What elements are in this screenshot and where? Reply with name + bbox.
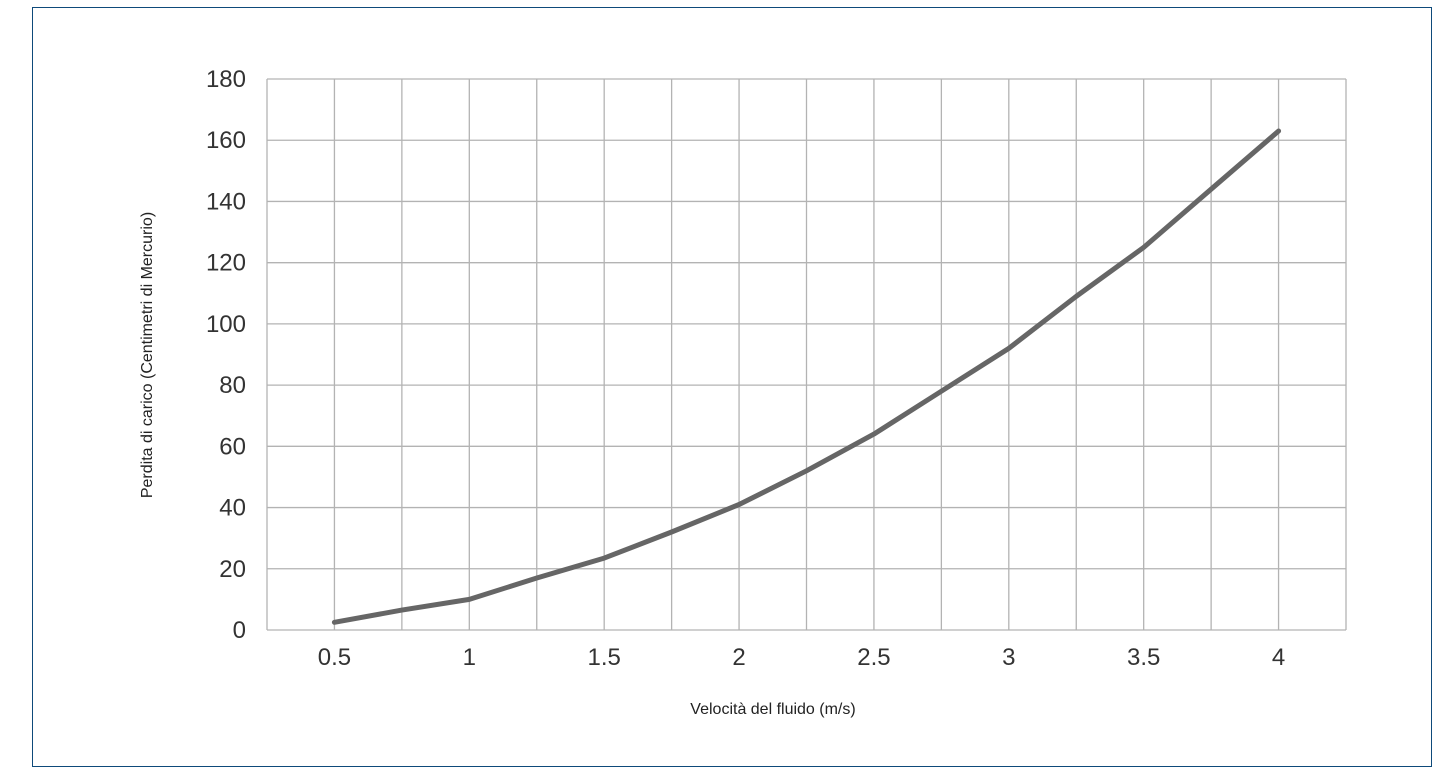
x-tick-label: 3.5 xyxy=(1127,644,1160,671)
y-tick-label: 180 xyxy=(206,66,246,93)
y-axis-ticks: 0 20 40 60 80 100 120 140 160 180 xyxy=(206,66,246,644)
grid-lines xyxy=(266,78,1347,631)
y-tick-label: 80 xyxy=(219,372,246,399)
y-tick-label: 60 xyxy=(219,433,246,460)
y-tick-label: 0 xyxy=(233,617,246,644)
y-tick-label: 40 xyxy=(219,495,246,522)
x-axis-label: Velocità del fluido (m/s) xyxy=(690,701,855,718)
y-tick-label: 20 xyxy=(219,556,246,583)
x-tick-label: 2 xyxy=(732,644,745,671)
x-tick-label: 1 xyxy=(463,644,476,671)
x-tick-label: 3 xyxy=(1002,644,1015,671)
line-chart: 0 20 40 60 80 100 120 140 160 180 0.5 1 1.5 2 2.5 3 3.5… xyxy=(139,66,1347,718)
y-axis-label: Perdita di carico (Centimetri di Mercuri… xyxy=(139,212,156,498)
series-line xyxy=(331,128,1282,625)
y-tick-label: 140 xyxy=(206,188,246,215)
x-tick-label: 4 xyxy=(1272,644,1285,671)
series-layer xyxy=(331,128,1282,625)
y-tick-label: 120 xyxy=(206,250,246,277)
x-tick-label: 1.5 xyxy=(588,644,621,671)
x-tick-label: 2.5 xyxy=(857,644,890,671)
x-tick-label: 0.5 xyxy=(318,644,351,671)
x-axis-ticks: 0.5 1 1.5 2 2.5 3 3.5 4 xyxy=(318,644,1285,671)
y-tick-label: 160 xyxy=(206,127,246,154)
y-tick-label: 100 xyxy=(206,311,246,338)
